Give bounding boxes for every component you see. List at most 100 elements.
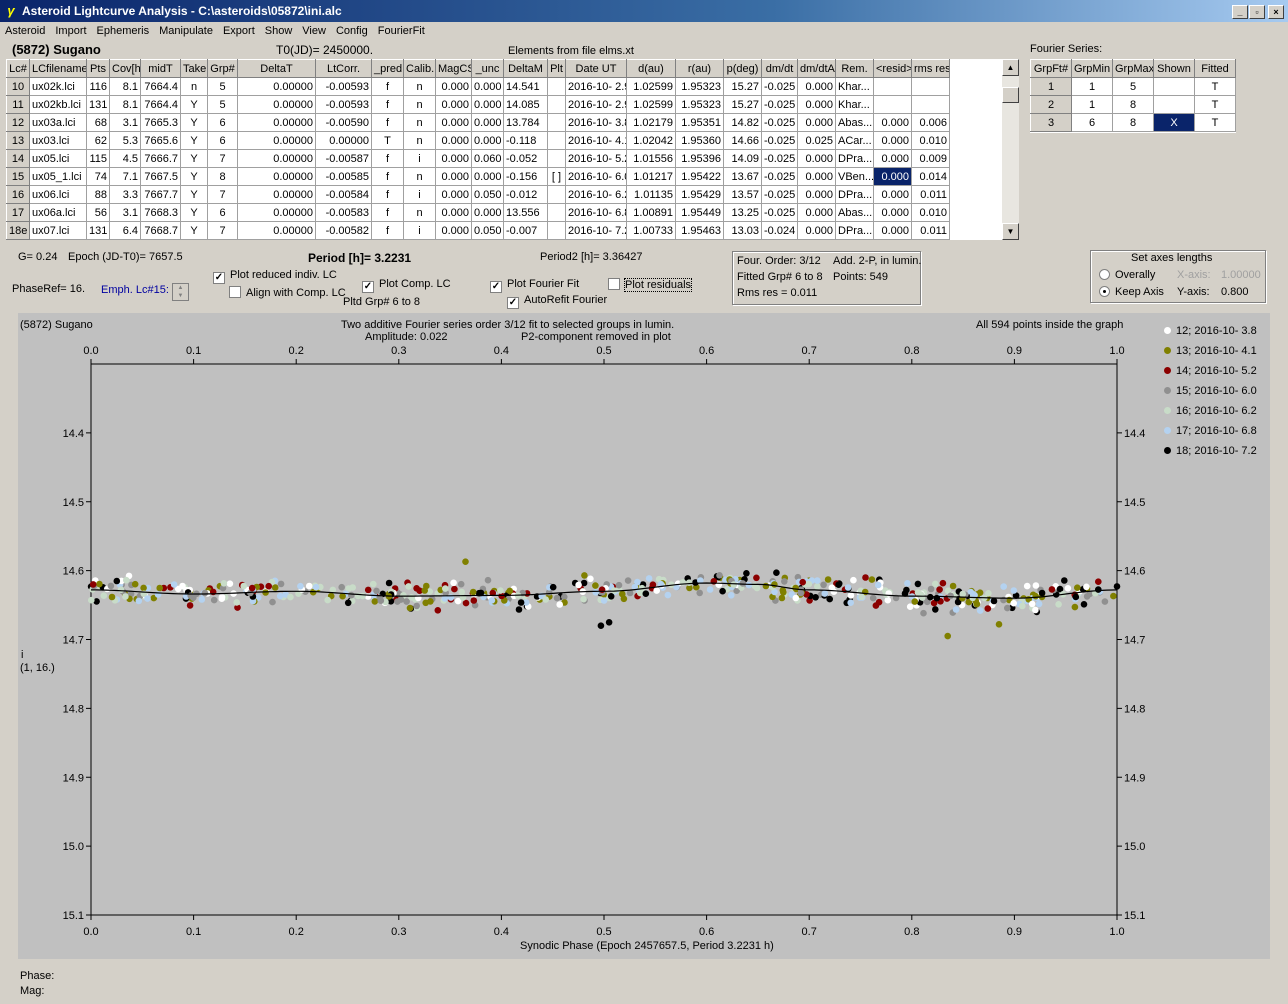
emph-lc-stepper[interactable]: ▲ ▼ bbox=[172, 283, 189, 301]
table-cell[interactable]: 0.000 bbox=[873, 167, 912, 186]
table-cell[interactable]: 7.1 bbox=[109, 167, 141, 186]
table-cell[interactable]: T bbox=[1194, 95, 1236, 114]
column-header[interactable]: DeltaT bbox=[237, 59, 316, 78]
table-cell[interactable]: 14.09 bbox=[723, 149, 762, 168]
table-cell[interactable]: 8.1 bbox=[109, 95, 141, 114]
table-cell[interactable]: -0.00587 bbox=[315, 149, 372, 168]
table-cell[interactable]: 0.000 bbox=[797, 95, 836, 114]
table-cell[interactable]: 7668.7 bbox=[140, 221, 181, 240]
table-cell[interactable]: i bbox=[403, 221, 436, 240]
table-cell[interactable]: 3 bbox=[1030, 113, 1072, 132]
table-cell[interactable]: -0.052 bbox=[503, 149, 548, 168]
table-cell[interactable]: 2016-10- 6.2 bbox=[565, 185, 627, 204]
table-cell[interactable]: -0.025 bbox=[761, 185, 798, 204]
table-cell[interactable]: 0.000 bbox=[873, 113, 912, 132]
table-cell[interactable]: n bbox=[403, 113, 436, 132]
autorefit-checkbox[interactable]: ✓ AutoRefit Fourier bbox=[507, 294, 608, 309]
table-cell[interactable]: 14.66 bbox=[723, 131, 762, 150]
scroll-up-arrow-icon[interactable]: ▲ bbox=[1002, 59, 1019, 76]
table-cell[interactable]: 5 bbox=[207, 95, 238, 114]
menu-import[interactable]: Import bbox=[55, 25, 87, 37]
column-header[interactable]: Plt bbox=[547, 59, 566, 78]
table-cell[interactable]: 1 bbox=[1030, 77, 1072, 96]
table-cell[interactable]: -0.025 bbox=[761, 167, 798, 186]
table-cell[interactable]: 7668.3 bbox=[140, 203, 181, 222]
table-cell[interactable]: 0.010 bbox=[911, 131, 950, 150]
table-cell[interactable]: 13.556 bbox=[503, 203, 548, 222]
table-cell[interactable]: 0.000 bbox=[435, 221, 472, 240]
table-cell[interactable]: 1.95323 bbox=[675, 77, 724, 96]
table-cell[interactable]: 15.27 bbox=[723, 77, 762, 96]
table-cell[interactable]: T bbox=[1194, 77, 1236, 96]
scroll-thumb[interactable] bbox=[1002, 87, 1019, 103]
table-cell[interactable]: 14.82 bbox=[723, 113, 762, 132]
table-cell[interactable]: f bbox=[371, 149, 404, 168]
table-cell[interactable]: 5 bbox=[207, 77, 238, 96]
table-cell[interactable]: ux03.lci bbox=[29, 131, 87, 150]
table-cell[interactable]: 1.95463 bbox=[675, 221, 724, 240]
table-cell[interactable]: 0.00000 bbox=[237, 131, 316, 150]
table-cell[interactable]: 0.000 bbox=[797, 203, 836, 222]
table-cell[interactable]: -0.025 bbox=[761, 131, 798, 150]
table-cell[interactable]: 15.27 bbox=[723, 95, 762, 114]
table-cell[interactable]: 1.95360 bbox=[675, 131, 724, 150]
table-cell[interactable]: 0.025 bbox=[797, 131, 836, 150]
table-cell[interactable]: 0.000 bbox=[471, 95, 504, 114]
table-cell[interactable]: 62 bbox=[86, 131, 110, 150]
table-cell[interactable]: 0.000 bbox=[797, 77, 836, 96]
table-cell[interactable]: n bbox=[403, 77, 436, 96]
table-cell[interactable] bbox=[1153, 77, 1195, 96]
table-cell[interactable]: 0.000 bbox=[435, 131, 472, 150]
table-cell[interactable]: 115 bbox=[86, 149, 110, 168]
table-cell[interactable]: 1.02179 bbox=[626, 113, 676, 132]
table-cell[interactable] bbox=[911, 95, 950, 114]
table-cell[interactable]: 0.000 bbox=[797, 149, 836, 168]
restore-button[interactable]: ▫ bbox=[1249, 5, 1265, 19]
lightcurve-table-scrollbar[interactable]: ▲ ▼ bbox=[1002, 59, 1019, 240]
table-cell[interactable]: f bbox=[371, 203, 404, 222]
table-cell[interactable]: 0.000 bbox=[873, 185, 912, 204]
table-cell[interactable]: 0.014 bbox=[911, 167, 950, 186]
table-cell[interactable]: ux03a.lci bbox=[29, 113, 87, 132]
table-cell[interactable]: n bbox=[403, 131, 436, 150]
close-button[interactable]: × bbox=[1268, 5, 1284, 19]
table-cell[interactable]: 2016-10- 4.1 bbox=[565, 131, 627, 150]
table-cell[interactable]: Y bbox=[180, 203, 208, 222]
column-header[interactable]: Shown bbox=[1153, 59, 1195, 78]
table-cell[interactable]: 0.00000 bbox=[237, 221, 316, 240]
table-cell[interactable]: 0.00000 bbox=[237, 203, 316, 222]
column-header[interactable]: Pts bbox=[86, 59, 110, 78]
table-cell[interactable]: f bbox=[371, 185, 404, 204]
table-cell[interactable] bbox=[547, 185, 566, 204]
table-cell[interactable]: 17 bbox=[6, 203, 30, 222]
table-cell[interactable]: 0.000 bbox=[797, 113, 836, 132]
table-cell[interactable]: 1.00891 bbox=[626, 203, 676, 222]
table-cell[interactable]: 2016-10- 5.2 bbox=[565, 149, 627, 168]
column-header[interactable]: Grp# bbox=[207, 59, 238, 78]
table-cell[interactable]: 0.011 bbox=[911, 185, 950, 204]
table-cell[interactable]: 6 bbox=[207, 113, 238, 132]
keep-axis-radio[interactable]: Keep Axis bbox=[1099, 286, 1164, 298]
table-cell[interactable]: ux06a.lci bbox=[29, 203, 87, 222]
table-cell[interactable]: 7666.7 bbox=[140, 149, 181, 168]
table-cell[interactable]: f bbox=[371, 167, 404, 186]
column-header[interactable]: Rem. bbox=[835, 59, 874, 78]
table-cell[interactable]: -0.00585 bbox=[315, 167, 372, 186]
table-cell[interactable]: f bbox=[371, 95, 404, 114]
table-cell[interactable]: Y bbox=[180, 167, 208, 186]
menu-manipulate[interactable]: Manipulate bbox=[159, 25, 213, 37]
table-cell[interactable] bbox=[547, 131, 566, 150]
table-cell[interactable]: X bbox=[1153, 113, 1195, 132]
table-cell[interactable]: -0.025 bbox=[761, 113, 798, 132]
table-cell[interactable]: 12 bbox=[6, 113, 30, 132]
column-header[interactable]: Lc# bbox=[6, 59, 30, 78]
table-cell[interactable] bbox=[547, 77, 566, 96]
lightcurve-chart[interactable]: 0.0 0.0 0.1 0.1 0.2 0.2 0.3 0.3 0.4 0.4 0.5 0.5 0.6 0… bbox=[18, 313, 1270, 959]
menu-export[interactable]: Export bbox=[222, 25, 255, 37]
table-cell[interactable]: -0.025 bbox=[761, 203, 798, 222]
table-cell[interactable]: 0.00000 bbox=[237, 167, 316, 186]
table-cell[interactable]: 7667.5 bbox=[140, 167, 181, 186]
column-header[interactable]: GrpMin bbox=[1071, 59, 1113, 78]
table-row[interactable]: 18e ux07.lci 131 6.4 7668.7 Y 7 0.00000 -0.00582… bbox=[6, 221, 950, 240]
y-axis-value[interactable]: 0.800 bbox=[1221, 286, 1249, 298]
